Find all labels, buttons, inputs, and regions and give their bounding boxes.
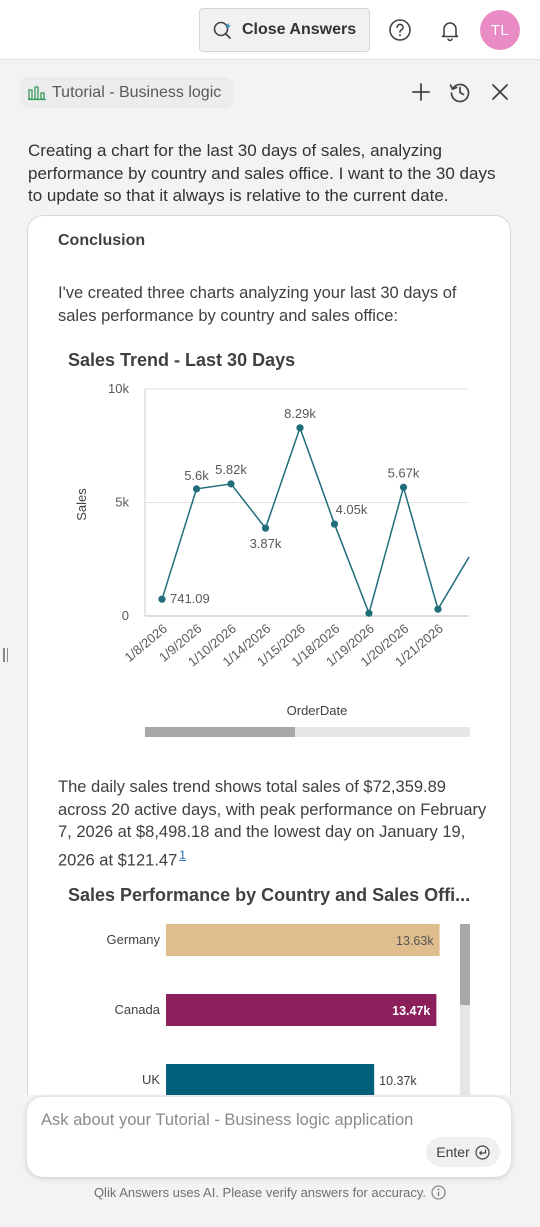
data-point — [192, 485, 201, 493]
bar — [166, 924, 440, 956]
y-tick-label: 10k — [108, 381, 129, 396]
sales-trend-chart: 0 5k 10k Sales 741.09 5.6k 5.82k 3.87k 8.29k 4.05… — [74, 381, 470, 718]
close-answers-button[interactable]: Close Answers — [199, 8, 370, 52]
bar-category-label: UK — [142, 1072, 160, 1087]
data-point — [158, 595, 166, 603]
data-label: 8.29k — [284, 406, 316, 421]
enter-label: Enter — [436, 1144, 470, 1160]
data-point — [399, 483, 408, 491]
history-button[interactable] — [448, 80, 472, 104]
bar-value-label: 10.37k — [379, 1074, 417, 1088]
bar-value-label: 13.63k — [396, 934, 434, 948]
bar-chart-scrollbar-track — [460, 924, 470, 1095]
data-point — [261, 524, 270, 532]
answers-sparkle-icon — [213, 21, 231, 39]
close-panel-button[interactable] — [488, 80, 512, 104]
app-context-chip[interactable]: Tutorial - Business logic — [20, 77, 234, 108]
bar-chart-scrollbar-thumb — [460, 924, 470, 1005]
chart-title: Sales Performance by Country and Sales O… — [68, 885, 471, 905]
enter-button[interactable]: Enter — [426, 1137, 500, 1167]
close-answers-label: Close Answers — [242, 21, 357, 38]
info-icon[interactable] — [431, 1185, 446, 1200]
plus-icon — [412, 83, 430, 101]
user-question: Creating a chart for the last 30 days of… — [28, 141, 496, 205]
notifications-button[interactable] — [436, 16, 464, 44]
data-label: 4.05k — [336, 502, 368, 517]
disclaimer-text: Qlik Answers uses AI. Please verify answ… — [93, 1185, 427, 1200]
panel-resize-handle[interactable] — [3, 648, 9, 662]
data-label: 5.6k — [184, 468, 209, 483]
data-label: 741.09 — [170, 591, 210, 606]
help-icon — [389, 19, 411, 41]
avatar-initials: TL — [490, 21, 510, 39]
answer-heading: Conclusion — [58, 232, 146, 249]
data-point — [434, 605, 442, 613]
answer-intro: I've created three charts analyzing your… — [58, 284, 457, 325]
data-point — [330, 520, 339, 528]
chart-scrollbar-thumb[interactable] — [145, 727, 295, 737]
user-avatar[interactable]: TL — [480, 10, 520, 50]
ai-disclaimer: Qlik Answers uses AI. Please verify answ… — [0, 1185, 540, 1200]
app-chart-icon — [28, 85, 46, 100]
footnote-link[interactable]: 1 — [179, 847, 186, 862]
data-point — [365, 609, 373, 617]
data-point — [296, 424, 304, 432]
bell-icon — [441, 22, 459, 42]
history-icon — [449, 83, 470, 103]
app-name: Tutorial - Business logic — [52, 83, 222, 101]
answer-summary: The daily sales trend shows total sales … — [58, 776, 488, 872]
bar-category-label: Germany — [107, 932, 161, 947]
question-input[interactable] — [41, 1105, 491, 1135]
top-bar: Close Answers TL — [0, 0, 540, 60]
y-axis-label: Sales — [74, 488, 89, 521]
data-label: 5.82k — [215, 462, 247, 477]
chart-title: Sales Trend - Last 30 Days — [68, 350, 296, 370]
new-conversation-button[interactable] — [409, 80, 433, 104]
y-tick-label: 0 — [122, 608, 129, 623]
series-line — [161, 425, 470, 616]
x-axis-label: OrderDate — [287, 703, 348, 718]
bar-category-label: Canada — [114, 1002, 160, 1017]
bar — [166, 1064, 375, 1095]
data-point — [227, 480, 235, 488]
bar-value-label: 13.47k — [392, 1004, 430, 1018]
question-input-box: Enter — [27, 1097, 511, 1177]
help-button[interactable] — [386, 16, 414, 44]
country-office-bar-chart: Germany 13.63k Canada 13.47k UK 10.37k — [107, 924, 470, 1095]
y-tick-label: 5k — [115, 495, 129, 510]
close-icon — [492, 84, 508, 100]
data-label: 3.87k — [250, 536, 282, 551]
chart-scrollbar-track[interactable] — [145, 727, 470, 737]
enter-icon — [475, 1144, 490, 1160]
summary-text: The daily sales trend shows total sales … — [58, 778, 487, 869]
data-label: 5.67k — [388, 465, 420, 480]
answer-card: Conclusion I've created three charts ana… — [27, 215, 511, 1095]
bar — [166, 994, 437, 1026]
